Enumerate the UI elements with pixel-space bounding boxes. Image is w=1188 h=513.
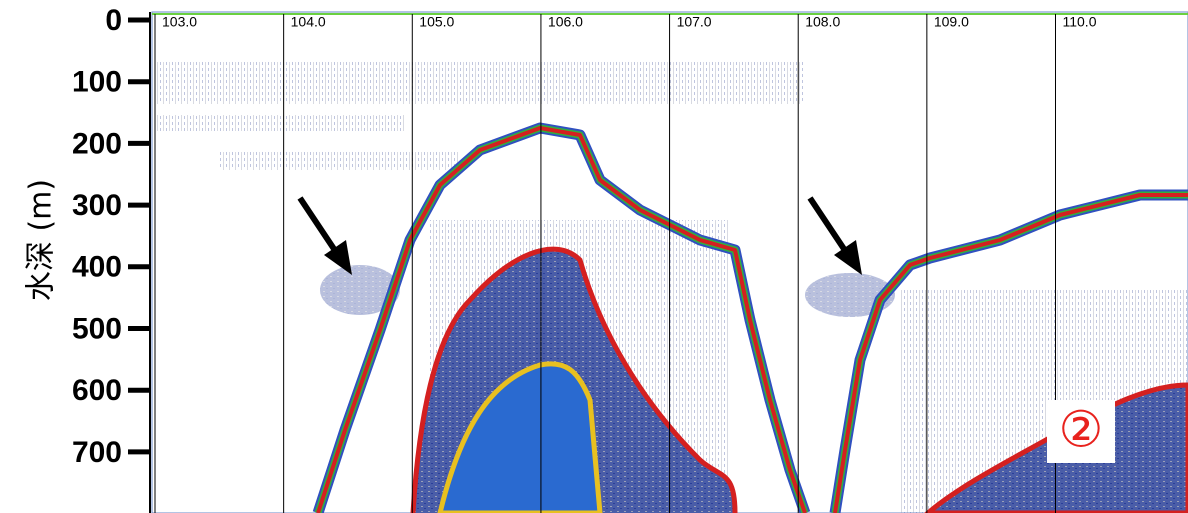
seafloor [312, 122, 1188, 513]
y-tick-label: 200 [72, 127, 122, 160]
y-tick-label: 400 [72, 251, 122, 284]
y-tick-label: 700 [72, 436, 122, 469]
x-tick-label: 107.0 [677, 14, 712, 30]
x-tick-label: 103.0 [162, 14, 197, 30]
arrows [297, 196, 862, 275]
x-tick-label: 105.0 [419, 14, 454, 30]
x-tick-label: 108.0 [805, 14, 840, 30]
y-tick-label: 300 [72, 189, 122, 222]
grid: 103.0 104.0 105.0 106.0 107.0 108.0 109.0 110.0 [154, 14, 1097, 513]
deep-echo [437, 361, 603, 513]
y-tick-label: 100 [72, 66, 122, 99]
y-tick-label: 600 [72, 374, 122, 407]
annotation: ② [1059, 401, 1104, 459]
y-axis-label: 水深 (m) [24, 179, 59, 301]
x-tick-label: 110.0 [1062, 14, 1096, 30]
subbottom-line [410, 246, 738, 513]
x-tick-label: 104.0 [291, 14, 326, 30]
y-tick-label: 500 [72, 312, 122, 345]
echo-plot: 103.0 104.0 105.0 106.0 107.0 108.0 109.0 110.0… [151, 11, 1188, 513]
x-tick-label: 109.0 [934, 14, 969, 30]
x-tick-label: 106.0 [548, 14, 583, 30]
annotation-box [1047, 400, 1115, 463]
y-tick-label: 0 [105, 4, 122, 37]
